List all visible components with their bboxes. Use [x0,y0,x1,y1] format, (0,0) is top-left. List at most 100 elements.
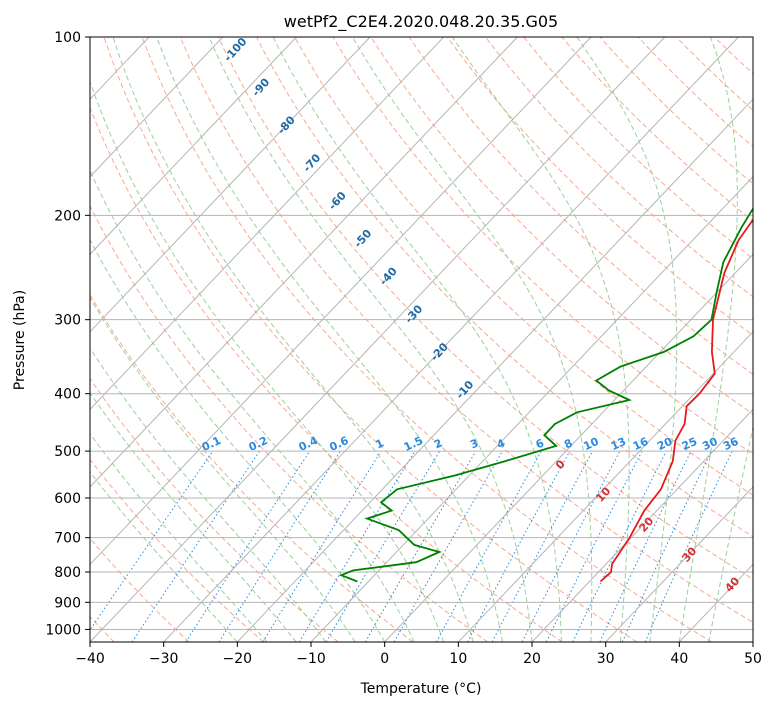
mixing-ratio-label: 3 [468,436,480,451]
mixing-ratio-line [262,450,382,642]
plot-frame [89,36,754,643]
mixing-ratio-line [218,450,341,642]
x-tick-label: 40 [670,651,688,667]
y-tick-label: 600 [54,491,81,507]
mixing-ratio-label: 13 [609,435,628,453]
x-tick-label: 10 [449,651,467,667]
x-axis: −40 −30 −20 −10 0 10 20 30 40 50 [75,642,762,667]
dry-adiabat-label: -30 [402,302,425,326]
mixing-ratio-line [435,450,542,642]
moist-adiabat-line [208,37,533,642]
moist-adiabat-line [576,37,678,642]
isotherm-line [531,408,753,642]
y-tick-label: 200 [54,208,81,224]
mixing-ratio-line [545,450,643,642]
moist-adiabat-line [90,432,268,642]
mixing-ratio-line [467,450,571,642]
moist-adiabats [90,37,753,642]
dry-adiabat-line [485,37,753,298]
dry-adiabat-line [752,37,753,39]
dry-adiabat-line [256,37,753,538]
dry-adiabat-line [90,106,563,642]
moist-adiabat-label: 0 [553,457,568,472]
mixing-ratio-line [185,450,311,642]
chart-title: wetPf2_C2E4.2020.048.20.35.G05 [284,12,558,32]
isotherm-line [90,37,445,411]
isotherm-line [90,37,518,488]
isotherm-line [310,176,753,642]
y-axis: 100 200 300 400 500 600 700 800 900 1000 [45,30,90,638]
moist-adiabat-line [678,37,738,642]
isotherm-line [752,641,753,642]
mixing-ratio-line [521,450,621,642]
y-tick-label: 300 [54,313,81,329]
x-tick-label: −10 [296,651,326,667]
x-tick-label: 20 [523,651,541,667]
y-tick-label: 400 [54,387,81,403]
mixing-ratio-line [298,450,416,642]
mixing-ratio-label: 30 [700,435,720,453]
dry-adiabat-line [90,293,414,642]
dry-adiabat-line [408,37,753,375]
dry-adiabat-line [561,37,753,222]
dry-adiabat-line [90,458,264,642]
plot-area: -100-90-80-70-60-50-40-30-20-10010203040… [90,35,753,642]
moist-adiabat-line [272,37,562,642]
moist-adiabat-label: 10 [593,484,613,504]
isotherm-line [605,486,753,642]
dry-adiabat-line [370,37,753,415]
x-tick-label: −30 [149,651,179,667]
dry-adiabat-label: -90 [249,75,272,99]
dry-adiabat-line [90,204,488,642]
moist-adiabat-line [90,471,238,642]
moist-adiabat-line [90,238,386,642]
isotherm-line [90,37,592,566]
x-tick-label: −20 [223,651,253,667]
moist-adiabat-line [708,424,753,642]
moist-adiabat-line [90,347,327,642]
dry-adiabat-line [294,37,753,496]
isotherm-line [457,331,753,642]
dry-adiabat-line [637,37,753,148]
dry-adiabat-line [179,37,753,623]
moist-adiabat-line [112,37,474,642]
mixing-ratio-lines [90,450,733,642]
mixing-ratio-line [393,450,503,642]
mixing-ratio-label: 36 [721,435,741,453]
dry-adiabat-label: -40 [377,264,400,288]
moist-adiabat-line [90,80,445,642]
y-tick-label: 1000 [45,622,81,638]
dry-adiabat-line [714,37,753,75]
moist-adiabat-line [156,37,503,642]
isotherm-line [90,37,371,333]
dry-adiabat-label: -60 [326,189,349,213]
moist-adiabat-label: 40 [722,574,742,594]
y-tick-label: 100 [54,30,81,46]
x-axis-label: Temperature (°C) [360,681,482,697]
mixing-ratio-label: 4 [495,436,508,451]
y-axis-label: Pressure (hPa) [12,290,28,390]
mixing-ratio-line [599,450,692,642]
dry-adiabat-label: -100 [221,35,249,64]
y-tick-label: 900 [54,595,81,611]
dry-adiabat-line [599,37,753,185]
temperature-line [599,218,753,583]
x-tick-label: 30 [597,651,615,667]
moist-adiabat-line [90,296,356,642]
dry-adiabat-label: -70 [300,151,323,175]
dry-adiabat-line [523,37,753,260]
moist-adiabat-line [90,169,415,642]
mixing-ratio-label: 20 [655,435,675,453]
mixing-ratio-label: 1 [374,436,386,451]
mixing-ratio-label: 10 [581,435,601,453]
y-tick-label: 500 [54,444,81,460]
moist-adiabat-label: 20 [636,514,656,534]
mixing-ratio-line [572,450,667,642]
mixing-ratio-label: 2 [432,436,444,451]
dry-adiabat-line [103,37,638,642]
isotherm-line [163,37,739,642]
x-tick-label: −40 [75,651,105,667]
x-tick-label: 50 [744,651,762,667]
y-tick-label: 700 [54,531,81,547]
